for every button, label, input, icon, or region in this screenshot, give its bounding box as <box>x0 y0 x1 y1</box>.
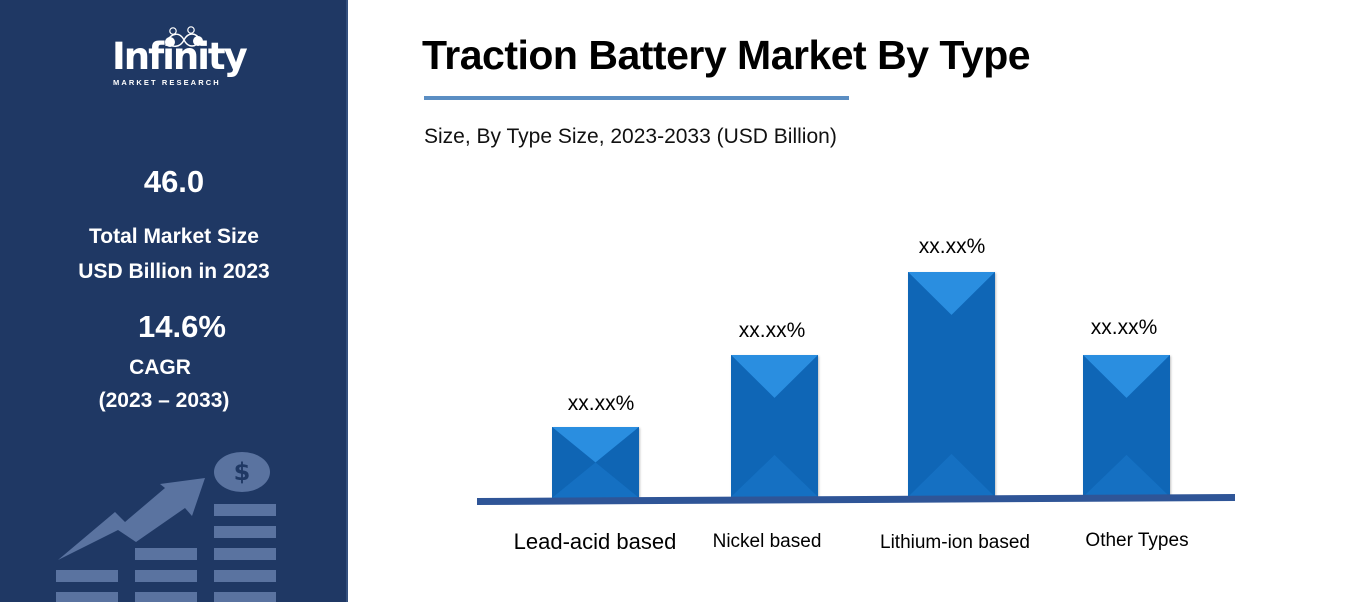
brand-tagline: MARKET RESEARCH <box>113 78 221 87</box>
bar-value-label: xx.xx% <box>1090 316 1158 339</box>
bar-value-label: xx.xx% <box>738 319 806 342</box>
category-label: Other Types <box>1085 530 1189 551</box>
category-label: Lithium-ion based <box>880 532 1030 553</box>
market-size-label-line-2: USD Billion in 2023 <box>78 260 270 283</box>
bar-value-label: xx.xx% <box>567 392 635 415</box>
brand-logo: Infinity MARKET RESEARCH <box>110 26 250 90</box>
cagr-period: (2023 – 2033) <box>98 389 230 412</box>
bar-lithium-ion <box>908 272 995 497</box>
bar-value-label: xx.xx% <box>918 235 986 258</box>
category-label: Lead-acid based <box>513 529 677 554</box>
market-size-label: Total Market Size USD Billion in 2023 <box>0 219 346 289</box>
sidebar: Infinity MARKET RESEARCH 46.0 Total Mark… <box>0 0 348 602</box>
growth-chart-dollar-icon: $ <box>56 452 276 602</box>
category-label: Nickel based <box>712 531 822 552</box>
market-size-value: 46.0 <box>143 164 205 199</box>
brand-name: Infinity <box>112 35 248 78</box>
title-underline <box>424 96 849 100</box>
market-size-label-line-1: Total Market Size <box>89 225 259 248</box>
chart-subtitle: Size, By Type Size, 2023-2033 (USD Billi… <box>424 125 837 148</box>
bar-lead-acid <box>552 427 639 498</box>
svg-text:$: $ <box>234 458 251 486</box>
cagr-label: CAGR <box>129 356 191 379</box>
bar-other-types <box>1083 355 1170 497</box>
logo-infinity-icon <box>165 26 203 47</box>
bar-nickel <box>731 355 818 497</box>
page-title: Traction Battery Market By Type <box>422 32 1031 78</box>
cagr-value: 14.6% <box>138 309 226 344</box>
